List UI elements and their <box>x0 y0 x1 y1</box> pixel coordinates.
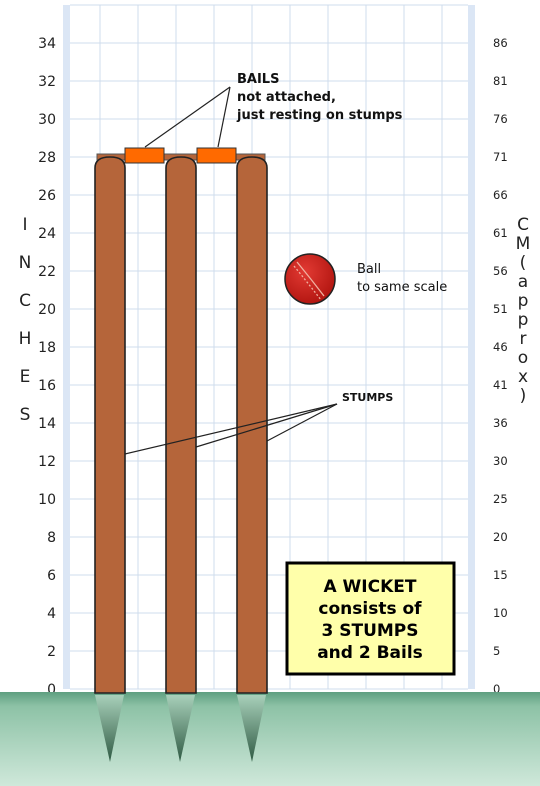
stump-spike-2 <box>166 695 195 762</box>
cm-tick-label: 66 <box>493 188 508 202</box>
stump-spike-3 <box>237 695 266 762</box>
inches-title-letter: C <box>19 291 31 311</box>
inch-tick-label: 16 <box>38 378 56 394</box>
inch-tick-label: 2 <box>47 644 56 660</box>
inch-tick-label: 12 <box>38 454 56 470</box>
cm-title-letter: p <box>518 310 529 330</box>
stumps-callout-label: STUMPS <box>342 391 393 404</box>
cm-tick-label: 15 <box>493 568 508 582</box>
cm-tick-label: 71 <box>493 150 508 164</box>
inches-title-letter: H <box>19 329 32 349</box>
cm-title-letter: a <box>518 272 528 292</box>
inch-tick-label: 0 <box>47 682 56 698</box>
cm-title-letter: x <box>518 367 528 387</box>
cm-tick-label: 61 <box>493 226 508 240</box>
cm-axis: 0 5 10 15 20 25 30 36 41 46 51 56 61 66 71 76 81 86 <box>493 36 508 696</box>
cm-tick-label: 41 <box>493 378 508 392</box>
bails-callout-line3: just resting on stumps <box>236 108 403 123</box>
cm-tick-label: 5 <box>493 644 500 658</box>
bail-right <box>196 147 237 164</box>
right-axis-band <box>468 5 475 689</box>
bails-pointer-line-1 <box>144 86 231 148</box>
cm-tick-label: 81 <box>493 74 508 88</box>
cm-tick-label: 0 <box>493 682 500 696</box>
info-box <box>285 561 456 676</box>
stumps-pointer-line-2 <box>195 403 338 448</box>
cm-title-letter: ) <box>520 386 527 406</box>
inches-title-letter: E <box>20 367 31 387</box>
cm-tick-label: 46 <box>493 340 508 354</box>
stump-1 <box>94 156 126 694</box>
cm-tick-label: 10 <box>493 606 508 620</box>
stump-2 <box>165 156 197 694</box>
cm-tick-label: 76 <box>493 112 508 126</box>
inch-tick-label: 10 <box>38 492 56 508</box>
cm-tick-label: 36 <box>493 416 508 430</box>
inch-tick-label: 24 <box>38 226 56 242</box>
inch-tick-label: 22 <box>38 264 56 280</box>
info-box-line-4: and 2 Bails <box>317 643 423 663</box>
info-box-line-3: 3 STUMPS <box>321 621 418 641</box>
stump-spike-1 <box>95 695 124 762</box>
inch-tick-label: 30 <box>38 112 56 128</box>
inches-title-letter: S <box>20 405 31 425</box>
inches-title-letter: N <box>19 253 32 273</box>
cm-title-letter: C <box>517 215 529 235</box>
inches-title-letter: I <box>22 215 27 235</box>
ball-callout-line2: to same scale <box>357 280 447 295</box>
ball-seam-2 <box>293 265 322 301</box>
cm-title-letter: M <box>516 234 531 254</box>
bails-pointer-line-2 <box>217 86 231 148</box>
cm-title-letter: o <box>518 348 528 368</box>
cm-tick-label: 56 <box>493 264 508 278</box>
info-box-line-1: A WICKET <box>323 577 416 597</box>
inch-tick-label: 8 <box>47 530 56 546</box>
cm-title-letter: p <box>518 291 529 311</box>
inch-tick-label: 4 <box>47 606 56 622</box>
cm-tick-label: 25 <box>493 492 508 506</box>
ball-seam <box>296 261 325 297</box>
cm-tick-label: 20 <box>493 530 508 544</box>
ball-callout-title: Ball <box>357 262 381 277</box>
bails-callout-line2: not attached, <box>237 90 336 105</box>
cm-title-letter: r <box>520 329 527 349</box>
cm-tick-label: 30 <box>493 454 508 468</box>
inch-tick-label: 32 <box>38 74 56 90</box>
inch-tick-label: 28 <box>38 150 56 166</box>
inch-tick-label: 14 <box>38 416 56 432</box>
left-axis-band <box>63 5 70 689</box>
inch-tick-label: 6 <box>47 568 56 584</box>
stump-3 <box>236 156 268 694</box>
inch-tick-label: 34 <box>38 36 56 52</box>
stumps-pointer-line-3 <box>266 403 338 442</box>
stumps-pointer-line-1 <box>124 403 338 455</box>
inch-tick-label: 26 <box>38 188 56 204</box>
inch-tick-label: 20 <box>38 302 56 318</box>
info-box-line-2: consists of <box>318 599 422 619</box>
cm-tick-label: 51 <box>493 302 508 316</box>
cm-tick-label: 86 <box>493 36 508 50</box>
cm-title-letter: ( <box>520 253 527 273</box>
inch-tick-label: 18 <box>38 340 56 356</box>
ground <box>0 692 540 786</box>
bails-callout-title: BAILS <box>237 72 279 87</box>
bail-left <box>124 147 165 164</box>
